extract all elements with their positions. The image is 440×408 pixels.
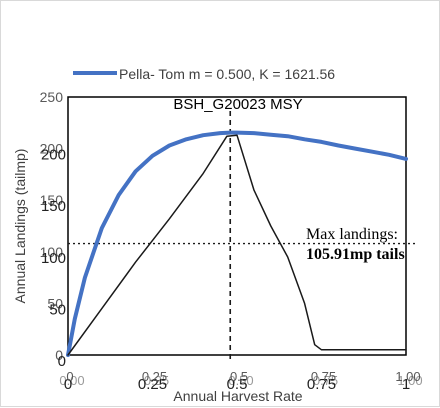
y-tick-label-echo: 0 [58, 353, 66, 370]
x-tick-label-echo: 0.75 [311, 369, 336, 384]
y-tick-label: 100 [40, 244, 64, 260]
x-axis-label: Annual Harvest Rate [173, 388, 302, 404]
y-tick-label: 150 [40, 192, 64, 208]
annotation-line-2: 105.91mp tails [306, 246, 405, 263]
x-tick-label: 0.75 [307, 376, 336, 393]
y-tick-label: 200 [40, 141, 64, 157]
y-tick-label: 50 [47, 295, 63, 311]
x-tick-label-shadow: 0.25 [144, 373, 169, 388]
annotation-line-1: Max landings: [306, 226, 398, 243]
x-tick-label: 0.25 [138, 376, 167, 393]
x-tick-label-shadow: 0.75 [313, 373, 338, 388]
y-tick-label: 250 [40, 89, 64, 105]
x-tick-label: 1 [402, 376, 410, 393]
x-tick-label: 0 [64, 376, 72, 393]
x-tick-label-echo: 0 [66, 369, 73, 384]
reference-series-line [67, 134, 407, 356]
x-tick-label: 0.5 [227, 376, 248, 393]
legend: Pella- Tom m = 0.500, K = 1621.56 [73, 66, 335, 82]
y-tick-label-echo: 150 [41, 198, 66, 215]
x-tick-label-echo: 0.5 [230, 369, 248, 384]
pella-tom-series-line [66, 130, 408, 357]
x-tick-label-shadow: 0.00 [59, 373, 84, 388]
legend-label: Pella- Tom m = 0.500, K = 1621.56 [119, 66, 335, 82]
y-axis-label: Annual Landings (tailmp) [12, 149, 28, 304]
x-tick-label-echo: 0.25 [142, 369, 167, 384]
x-tick-label-shadow: 1.00 [397, 373, 422, 388]
y-tick-label-echo: 100 [41, 250, 66, 267]
x-tick-label-echo: 1.00 [395, 369, 420, 384]
y-tick-label-echo: 200 [41, 147, 66, 164]
chart-title: BSH_G20023 MSY [173, 96, 302, 113]
y-tick-label: 0 [55, 347, 63, 363]
y-tick-label-echo: 50 [49, 301, 66, 318]
plot-frame [67, 96, 407, 356]
x-tick-label-shadow: 0.50 [228, 373, 253, 388]
